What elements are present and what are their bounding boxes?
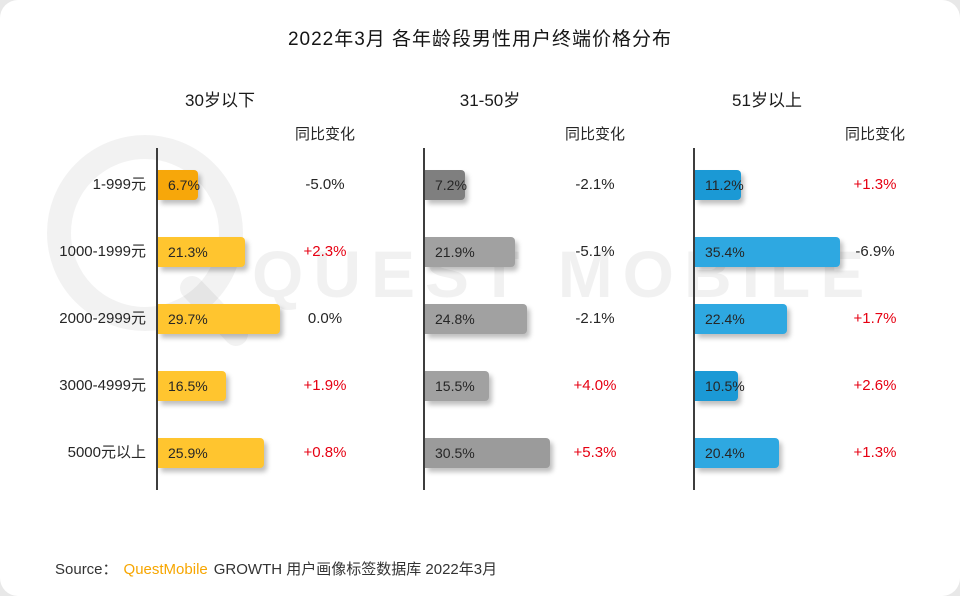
change-value: +0.8% bbox=[303, 444, 347, 461]
bar: 10.5% bbox=[695, 371, 745, 401]
bar-value-label: 10.5% bbox=[705, 378, 745, 394]
bar: 21.9% bbox=[425, 237, 515, 267]
bar-value-label: 30.5% bbox=[435, 445, 475, 461]
bar-value-label: 21.3% bbox=[168, 244, 208, 260]
source-brand: QuestMobile bbox=[123, 561, 208, 578]
source-line: Source： QuestMobile GROWTH 用户画像标签数据库 2022年… bbox=[55, 558, 497, 579]
bar-value-label: 21.9% bbox=[435, 244, 475, 260]
bar: 29.7% bbox=[158, 304, 280, 334]
change-value: +5.3% bbox=[573, 444, 617, 461]
group-header-31-50: 31-50岁 bbox=[459, 91, 521, 110]
bar: 35.4% bbox=[695, 237, 841, 267]
bar-value-label: 7.2% bbox=[435, 177, 467, 193]
source-suffix: GROWTH 用户画像标签数据库 2022年3月 bbox=[213, 561, 498, 578]
change-value: +2.6% bbox=[853, 377, 897, 394]
source-prefix: Source： bbox=[55, 561, 118, 578]
bar-value-label: 22.4% bbox=[705, 311, 745, 327]
bar-value-label: 25.9% bbox=[168, 445, 208, 461]
category-label: 1000-1999元 bbox=[59, 243, 146, 260]
category-label: 1-999元 bbox=[92, 176, 146, 193]
change-value: +1.3% bbox=[853, 444, 897, 461]
change-value: 0.0% bbox=[307, 310, 343, 327]
change-value: +1.9% bbox=[303, 377, 347, 394]
change-value: -2.1% bbox=[575, 176, 615, 193]
axis-line bbox=[423, 148, 425, 490]
change-value: +1.7% bbox=[853, 310, 897, 327]
bar: 15.5% bbox=[425, 371, 489, 401]
bar: 24.8% bbox=[425, 304, 527, 334]
axis-line bbox=[156, 148, 158, 490]
change-value: -2.1% bbox=[575, 310, 615, 327]
category-label: 3000-4999元 bbox=[59, 377, 146, 394]
yoy-header: 同比变化 bbox=[294, 126, 355, 143]
bar: 6.7% bbox=[158, 170, 200, 200]
bar: 20.4% bbox=[695, 438, 779, 468]
group-header-under30: 30岁以下 bbox=[185, 91, 255, 110]
category-label: 5000元以上 bbox=[67, 444, 146, 461]
change-value: +4.0% bbox=[573, 377, 617, 394]
bar-value-label: 6.7% bbox=[168, 177, 200, 193]
bar: 25.9% bbox=[158, 438, 265, 468]
bar-value-label: 35.4% bbox=[705, 244, 745, 260]
change-value: +2.3% bbox=[303, 243, 347, 260]
bar: 22.4% bbox=[695, 304, 787, 334]
bar-value-label: 15.5% bbox=[435, 378, 475, 394]
bar-value-label: 11.2% bbox=[705, 177, 744, 193]
axis-line bbox=[693, 148, 695, 490]
bar: 30.5% bbox=[425, 438, 551, 468]
bar-value-label: 29.7% bbox=[168, 311, 208, 327]
bar: 16.5% bbox=[158, 371, 226, 401]
change-value: +1.3% bbox=[853, 176, 897, 193]
bar: 11.2% bbox=[695, 170, 744, 200]
change-value: -5.1% bbox=[575, 243, 615, 260]
category-label: 2000-2999元 bbox=[59, 310, 146, 327]
bar-value-label: 20.4% bbox=[705, 445, 745, 461]
yoy-header: 同比变化 bbox=[564, 126, 625, 143]
yoy-header: 同比变化 bbox=[844, 126, 905, 143]
group-header-over51: 51岁以上 bbox=[732, 91, 802, 110]
bar-value-label: 24.8% bbox=[435, 311, 475, 327]
chart-title: 2022年3月 各年龄段男性用户终端价格分布 bbox=[287, 29, 673, 50]
bar: 7.2% bbox=[425, 170, 467, 200]
bar-value-label: 16.5% bbox=[168, 378, 208, 394]
change-value: -6.9% bbox=[855, 243, 895, 260]
bar: 21.3% bbox=[158, 237, 246, 267]
change-value: -5.0% bbox=[305, 176, 345, 193]
